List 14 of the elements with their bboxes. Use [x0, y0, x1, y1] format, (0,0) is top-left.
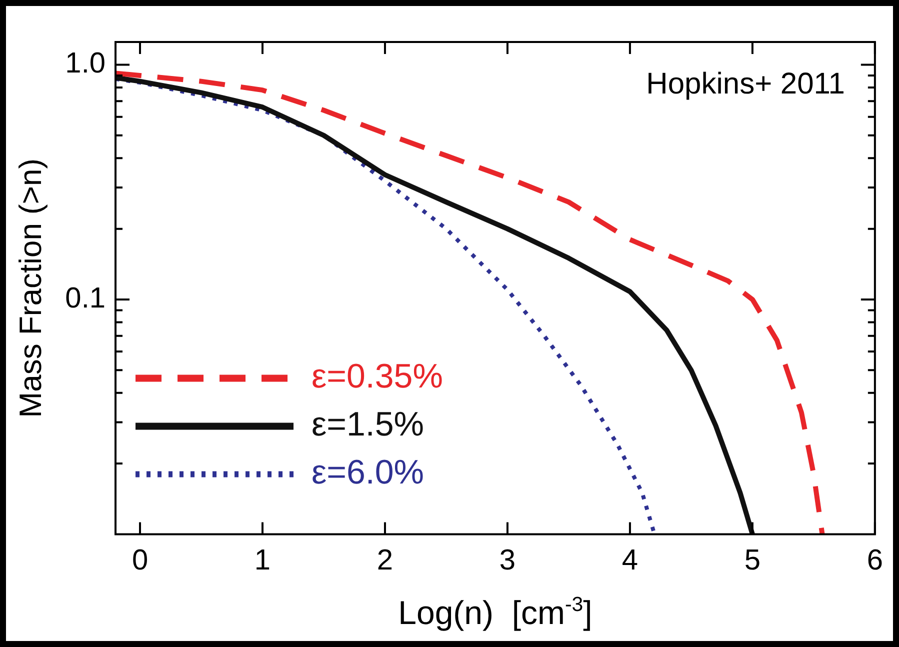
y-tick-label: 1.0: [65, 48, 106, 80]
x-tick-label: 6: [866, 544, 884, 577]
x-tick-label: 2: [376, 544, 394, 577]
x-tick-label: 5: [744, 544, 761, 577]
x-tick-label: 0: [132, 544, 148, 577]
annotation: Hopkins+ 2011: [646, 67, 845, 100]
legend-label: ε=6.0%: [312, 454, 424, 492]
x-tick-label: 3: [499, 544, 516, 577]
y-axis-title: Mass Fraction (>n): [13, 158, 48, 418]
y-tick-label: 0.1: [65, 282, 106, 314]
x-tick-label: 1: [254, 544, 271, 577]
legend-label: ε=0.35%: [312, 358, 443, 396]
legend-label: ε=1.5%: [312, 406, 424, 444]
x-tick-label: 4: [622, 544, 638, 577]
